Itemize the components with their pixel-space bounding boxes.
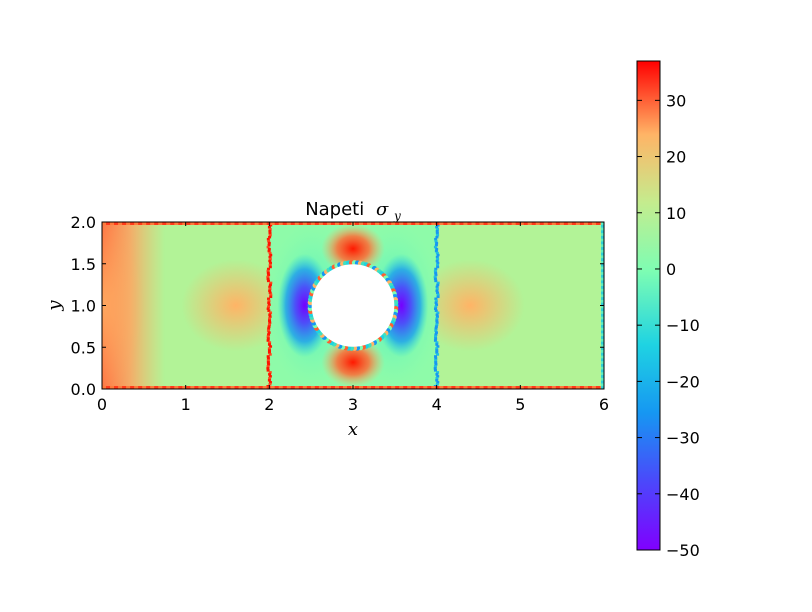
y-axis: 0.0 0.5 1.0 1.5 2.0 xyxy=(71,213,604,399)
peak-bottom xyxy=(321,337,385,388)
x-tick-label: 2 xyxy=(264,395,274,414)
colorbar-tick-label: 10 xyxy=(666,204,686,223)
title-subscript: y xyxy=(393,209,401,223)
edge-bottom xyxy=(102,386,604,389)
x-tick-label: 0 xyxy=(97,395,107,414)
x-axis: 0 1 2 3 4 5 6 xyxy=(97,222,609,414)
colorbar-tick-label: −20 xyxy=(666,372,700,391)
x-tick-label: 4 xyxy=(432,395,442,414)
edge-top xyxy=(102,222,604,225)
line-x4 xyxy=(433,222,440,389)
hot-spot-left xyxy=(181,259,291,352)
y-tick-label: 2.0 xyxy=(71,213,96,232)
y-tick-label: 1.0 xyxy=(71,297,96,316)
y-tick-label: 0.0 xyxy=(71,380,96,399)
colorbar-tick-label: 20 xyxy=(666,148,686,167)
x-tick-label: 1 xyxy=(181,395,191,414)
y-tick-label: 0.5 xyxy=(71,338,96,357)
peak-top xyxy=(321,223,385,274)
hole xyxy=(311,264,395,347)
colorbar-ticks: 30 20 10 0 −10 −20 −30 −40 −50 xyxy=(637,91,700,560)
y-axis-label: y xyxy=(44,300,65,312)
colorbar-tick-label: −30 xyxy=(666,429,700,448)
colorbar-tick-label: −40 xyxy=(666,485,700,504)
left-edge-glow xyxy=(102,222,144,389)
x-axis-label: x xyxy=(348,419,358,440)
line-x2 xyxy=(266,222,273,389)
colorbar-tick-label: −10 xyxy=(666,316,700,335)
x-tick-label: 6 xyxy=(599,395,609,414)
x-tick-label: 3 xyxy=(348,395,358,414)
title-symbol: σ xyxy=(376,199,389,220)
heatmap-field xyxy=(102,222,604,389)
x-tick-label: 5 xyxy=(515,395,525,414)
title-prefix: Napeti xyxy=(305,199,364,220)
colorbar-tick-label: 0 xyxy=(666,260,676,279)
y-tick-label: 1.5 xyxy=(71,255,96,274)
colorbar-tick-label: −50 xyxy=(666,541,700,560)
colorbar xyxy=(636,60,661,551)
colorbar-tick-label: 30 xyxy=(666,91,686,110)
edge-right xyxy=(601,222,604,389)
hot-spot-right xyxy=(415,259,525,352)
chart-title: Napeti σ y xyxy=(305,199,401,223)
